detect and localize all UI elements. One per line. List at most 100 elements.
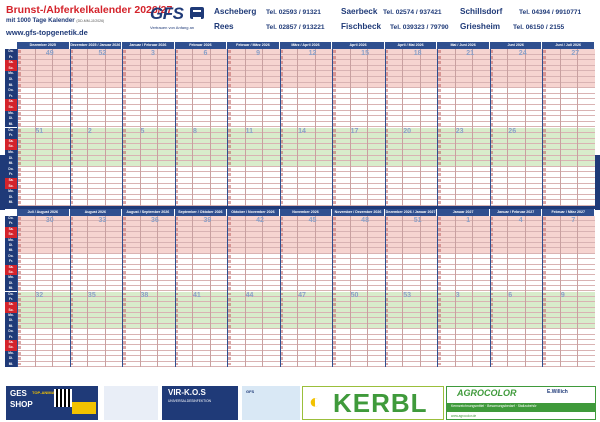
date-cell-mark: [228, 243, 231, 247]
month-header: Februar 2026: [174, 42, 228, 49]
date-cell-mark: [333, 276, 336, 280]
date-cell-mark: [333, 100, 336, 104]
date-cell-mark: [385, 249, 389, 253]
date-cell-mark: [175, 260, 179, 264]
day-label: Mo.: [5, 275, 17, 281]
date-cell-mark: [228, 346, 231, 350]
ad-gfs-product[interactable]: GFS: [242, 386, 300, 420]
date-cell-mark: [280, 156, 284, 160]
day-label: So.: [5, 105, 17, 111]
date-cell-mark: [123, 162, 126, 166]
date-cell-mark: [438, 167, 441, 171]
date-cell-mark: [18, 324, 21, 328]
subcolumn-divider: [577, 49, 579, 206]
ad-gesshop[interactable]: GES SHOP TOP-ANIMAL: [6, 386, 98, 420]
date-cell-mark: [123, 128, 126, 132]
date-cell-mark: [438, 190, 441, 194]
ad-agrocolor[interactable]: AGROCOLOR E.Willich Kennzeichnungsmittel…: [446, 386, 596, 420]
ad-kerbl[interactable]: ◐ KERBL: [302, 386, 444, 420]
date-cell-mark: [385, 50, 389, 54]
date-cell-mark: [123, 111, 126, 115]
date-cell-mark: [175, 117, 179, 121]
week-number: 6: [203, 49, 208, 57]
date-cell-mark: [280, 217, 284, 220]
date-cell-mark: [490, 134, 494, 138]
month-header: Februar / März 2027: [542, 209, 595, 216]
week-number: 14: [298, 128, 306, 135]
subcolumn-divider: [559, 216, 561, 367]
week-number: 32: [35, 292, 44, 299]
week-number: 18: [413, 49, 422, 57]
date-cell-mark: [175, 111, 179, 115]
date-cell-mark: [385, 308, 389, 312]
week-number: 15: [361, 49, 369, 57]
date-cell-mark: [280, 297, 284, 301]
date-cell-mark: [70, 190, 74, 194]
day-row: [5, 313, 595, 319]
subcolumn-divider: [454, 49, 456, 206]
date-cell-mark: [123, 270, 126, 274]
week-number: 7: [571, 216, 576, 224]
week-number: 11: [245, 128, 253, 135]
ad-small-banner[interactable]: [104, 386, 158, 420]
date-cell-mark: [543, 270, 546, 274]
date-cell-mark: [490, 233, 494, 237]
date-cell-mark: [228, 238, 231, 242]
subcolumn-divider: [402, 216, 403, 367]
website-link[interactable]: www.gfs-topgenetik.de: [6, 28, 88, 37]
date-cell-mark: [280, 270, 284, 274]
day-row: [5, 133, 595, 139]
date-cell-mark: [490, 351, 494, 355]
date-cell-mark: [18, 195, 21, 199]
date-cell-mark: [543, 167, 546, 171]
subcolumn-divider: [262, 49, 263, 206]
subcolumn-divider: [297, 216, 298, 367]
date-cell-mark: [175, 184, 179, 188]
date-cell-mark: [123, 292, 126, 296]
day-label: Sa.: [5, 99, 17, 106]
day-label: So.: [5, 345, 17, 351]
date-cell-mark: [490, 335, 494, 339]
date-cell-mark: [490, 276, 494, 280]
date-cell-mark: [175, 351, 179, 355]
date-cell-mark: [438, 292, 441, 296]
date-cell-mark: [385, 351, 389, 355]
date-cell-mark: [280, 227, 284, 231]
date-cell-mark: [175, 314, 179, 317]
date-cell-mark: [490, 292, 494, 296]
date-cell-mark: [18, 319, 21, 323]
location-name: Rees: [214, 22, 234, 31]
date-cell-mark: [385, 195, 389, 199]
date-cell-mark: [385, 162, 389, 166]
date-cell-mark: [123, 173, 126, 177]
column-divider: [69, 49, 71, 206]
day-row: [5, 237, 595, 243]
day-label: Do.: [5, 216, 17, 222]
date-cell-mark: [175, 238, 179, 242]
ad-virkos[interactable]: VIR-K.O.S UNIVERSALDESINFEKTION: [162, 386, 238, 420]
date-cell-mark: [280, 249, 284, 253]
date-cell-mark: [543, 233, 546, 237]
page-subtitle: mit 1000 Tage Kalender (DD-MM-JJ/2026): [6, 17, 104, 24]
date-cell-mark: [490, 178, 494, 183]
week-number: 5: [140, 128, 145, 135]
date-cell-mark: [228, 178, 231, 183]
date-cell-mark: [18, 346, 21, 350]
date-cell-mark: [228, 173, 231, 177]
month-header: April 2026: [332, 42, 385, 49]
date-cell-mark: [333, 83, 336, 87]
date-cell-mark: [18, 173, 21, 177]
date-cell-mark: [18, 122, 21, 126]
date-cell-mark: [333, 156, 336, 160]
date-cell-mark: [438, 324, 441, 328]
date-cell-mark: [228, 308, 231, 312]
date-cell-mark: [490, 254, 494, 258]
date-cell-mark: [543, 276, 546, 280]
subcolumn-divider: [472, 216, 473, 367]
date-cell-mark: [543, 303, 546, 307]
date-cell-mark: [123, 341, 126, 344]
date-cell-mark: [175, 330, 179, 334]
date-cell-mark: [543, 150, 546, 155]
subcolumn-divider: [349, 49, 351, 206]
date-cell-mark: [280, 78, 284, 82]
